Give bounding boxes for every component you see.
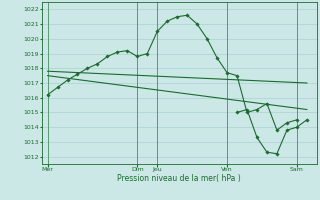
X-axis label: Pression niveau de la mer( hPa ): Pression niveau de la mer( hPa )	[117, 174, 241, 183]
